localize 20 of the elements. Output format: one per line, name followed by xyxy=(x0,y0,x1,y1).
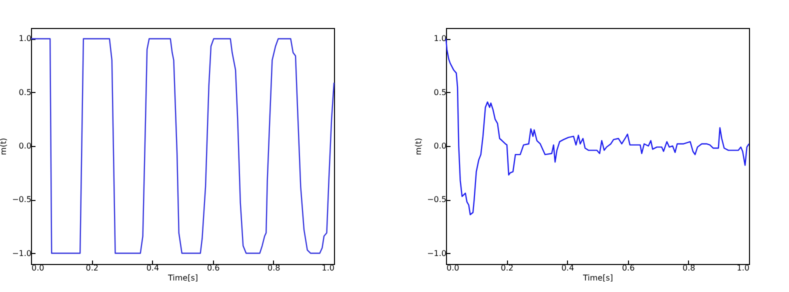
y-tick-label: 0.5 xyxy=(18,88,32,97)
y-tick-label: 1.0 xyxy=(18,34,32,44)
x-axis-title: Time[s] xyxy=(582,274,613,282)
line-series xyxy=(30,38,335,254)
x-tick-label: 0.0 xyxy=(32,264,44,272)
y-tick-label: 0.5 xyxy=(434,88,446,97)
y-tick-label: 0.0 xyxy=(18,142,32,150)
x-tick-label: 0.0 xyxy=(446,264,460,272)
y-tick-label: 1.0 xyxy=(434,34,446,44)
y-tick-label: −0.5 xyxy=(12,195,32,204)
x-tick-label: 0.4 xyxy=(146,264,160,272)
line-series xyxy=(445,38,750,216)
x-tick-label: 0.4 xyxy=(561,264,574,272)
x-axis-title: Time[s] xyxy=(167,274,198,282)
y-axis-title: m(t) xyxy=(414,138,424,156)
y-tick-label: −1.0 xyxy=(427,248,446,258)
y-tick-label: 0.0 xyxy=(434,142,446,150)
y-tick-label: −1.0 xyxy=(12,248,32,258)
y-tick-label: −0.5 xyxy=(427,195,446,204)
y-axis-title: m(t) xyxy=(0,138,8,156)
